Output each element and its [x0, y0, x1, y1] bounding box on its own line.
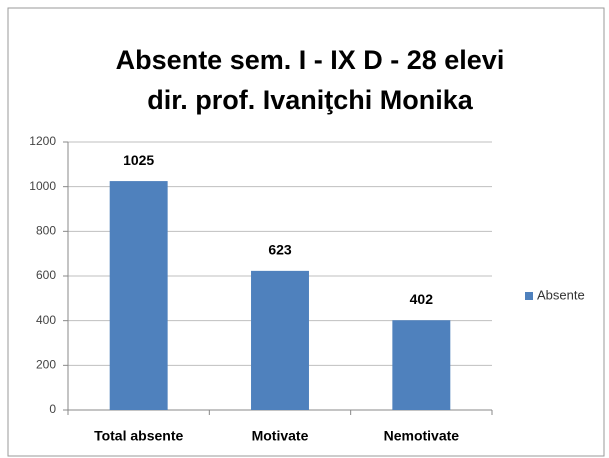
legend-label: Absente — [537, 287, 585, 302]
y-tick-label: 200 — [36, 358, 56, 372]
y-tick-label: 0 — [49, 402, 56, 416]
y-tick-label: 800 — [36, 224, 56, 238]
x-tick-label: Total absente — [94, 428, 183, 444]
x-tick-label: Nemotivate — [384, 428, 460, 444]
chart-title: Absente sem. I - IX D - 28 elevi — [116, 45, 505, 75]
bar — [251, 270, 309, 410]
legend-swatch — [525, 292, 533, 300]
chart-title: dir. prof. Ivaniţchi Monika — [147, 85, 474, 115]
x-tick-label: Motivate — [252, 428, 309, 444]
bar — [109, 181, 168, 410]
data-label: 402 — [410, 291, 434, 307]
y-tick-label: 1000 — [29, 179, 56, 193]
bar — [392, 320, 451, 410]
data-label: 623 — [268, 242, 292, 258]
y-tick-label: 400 — [36, 313, 56, 327]
data-label: 1025 — [123, 152, 154, 168]
y-tick-label: 1200 — [29, 134, 56, 148]
y-tick-label: 600 — [36, 268, 56, 282]
